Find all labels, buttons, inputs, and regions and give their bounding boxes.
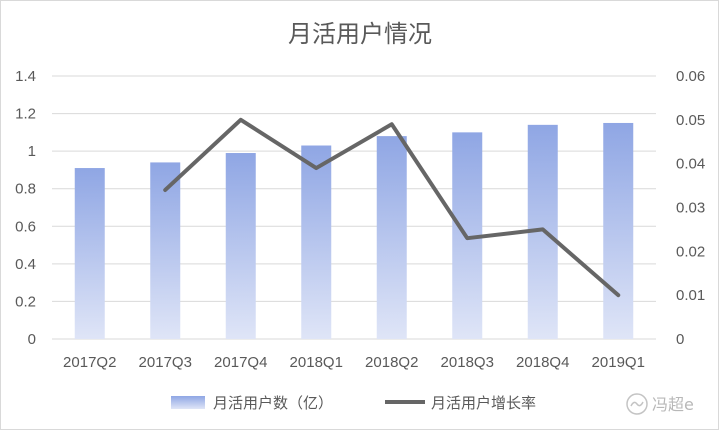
left-tick-label: 0.2 <box>15 293 36 310</box>
gridlines <box>52 75 656 340</box>
x-tick-label: 2017Q4 <box>214 354 267 371</box>
x-tick-label: 2017Q3 <box>139 354 192 371</box>
legend-line-label: 月活用户增长率 <box>431 394 536 412</box>
line-series <box>163 117 621 298</box>
watermark: 冯超e <box>626 393 694 415</box>
right-tick-label: 0 <box>676 331 684 348</box>
left-tick-label: 1 <box>28 143 36 160</box>
right-tick-label: 0.06 <box>676 68 705 85</box>
watermark-logo-icon <box>626 393 648 415</box>
right-tick-label: 0.03 <box>676 200 705 217</box>
x-tick-label: 2018Q1 <box>290 354 343 371</box>
right-tick-label: 0.02 <box>676 243 705 260</box>
bar-2019Q1 <box>603 122 634 339</box>
left-tick-label: 1.2 <box>15 106 36 123</box>
legend-bar-swatch <box>171 396 205 409</box>
x-tick-label: 2019Q1 <box>592 354 645 371</box>
x-tick-label: 2018Q2 <box>365 354 418 371</box>
bar-2018Q1 <box>301 145 332 339</box>
legend: 月活用户数（亿） 月活用户增长率 <box>171 394 536 412</box>
left-tick-label: 0 <box>28 331 36 348</box>
right-axis-ticks: 0 0.01 0.02 0.03 0.04 0.05 0.06 <box>676 68 705 348</box>
left-tick-label: 0.8 <box>15 181 36 198</box>
bar-2017Q4 <box>225 153 256 339</box>
x-axis-ticks: 2017Q2 2017Q3 2017Q4 2018Q1 2018Q2 2018Q3 2018… <box>63 354 645 371</box>
bar-2018Q2 <box>376 136 407 339</box>
right-tick-label: 0.04 <box>676 156 705 173</box>
bar-2017Q2 <box>74 168 105 339</box>
left-tick-label: 0.4 <box>15 256 36 273</box>
x-tick-label: 2017Q2 <box>63 354 116 371</box>
right-tick-label: 0.05 <box>676 112 705 129</box>
left-axis-ticks: 0 0.2 0.4 0.6 0.8 1 1.2 1.4 <box>15 68 36 348</box>
legend-bar-label: 月活用户数（亿） <box>213 394 333 412</box>
right-tick-label: 0.01 <box>676 287 705 304</box>
bar-series <box>74 122 634 339</box>
x-tick-label: 2018Q3 <box>441 354 494 371</box>
left-tick-label: 1.4 <box>15 68 36 85</box>
chart-title: 月活用户情况 <box>288 20 432 48</box>
left-tick-label: 0.6 <box>15 218 36 235</box>
watermark-text: 冯超e <box>652 395 694 414</box>
x-tick-label: 2018Q4 <box>516 354 569 371</box>
